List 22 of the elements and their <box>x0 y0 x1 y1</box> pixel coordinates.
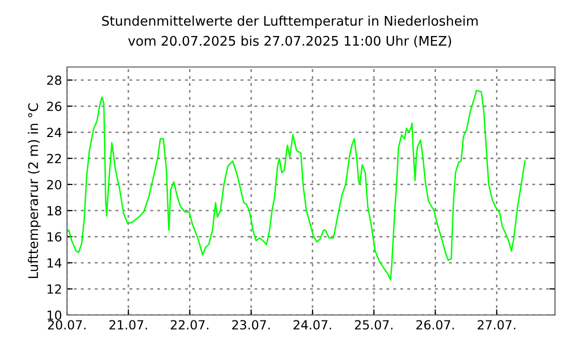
line-series <box>67 90 526 280</box>
x-tick-label: 26.07. <box>416 320 454 330</box>
y-axis-title: Lufttemperarur (2 m) in °C <box>28 103 41 278</box>
y-tick-label: 20 <box>47 180 62 190</box>
x-tick-label: 23.07. <box>232 320 270 330</box>
x-tick-label: 27.07. <box>478 320 516 330</box>
y-tick-label: 12 <box>48 284 61 294</box>
x-tick-label: 22.07. <box>170 320 208 330</box>
y-tick-label: 10 <box>48 310 62 320</box>
y-tick-label: 26 <box>47 102 62 112</box>
x-tick-label: 24.07. <box>294 320 332 330</box>
y-tick-label: 24 <box>47 128 62 138</box>
y-tick-label: 16 <box>48 232 62 242</box>
x-tick-label: 21.07. <box>109 320 147 330</box>
chart-title: Stundenmittelwerte der Lufttemperatur in Niederlosheim <box>102 16 478 28</box>
y-tick-label: 14 <box>48 258 62 268</box>
x-tick-label: 25.07. <box>354 320 392 330</box>
y-tick-label: 18 <box>48 206 62 216</box>
y-tick-label: 28 <box>47 76 62 85</box>
x-tick-label: 20.07. <box>48 320 86 330</box>
y-tick-label: 22 <box>47 154 61 164</box>
chart-subtitle: vom 20.07.2025 bis 27.07.2025 11:00 Uhr (MEZ) <box>128 36 452 48</box>
